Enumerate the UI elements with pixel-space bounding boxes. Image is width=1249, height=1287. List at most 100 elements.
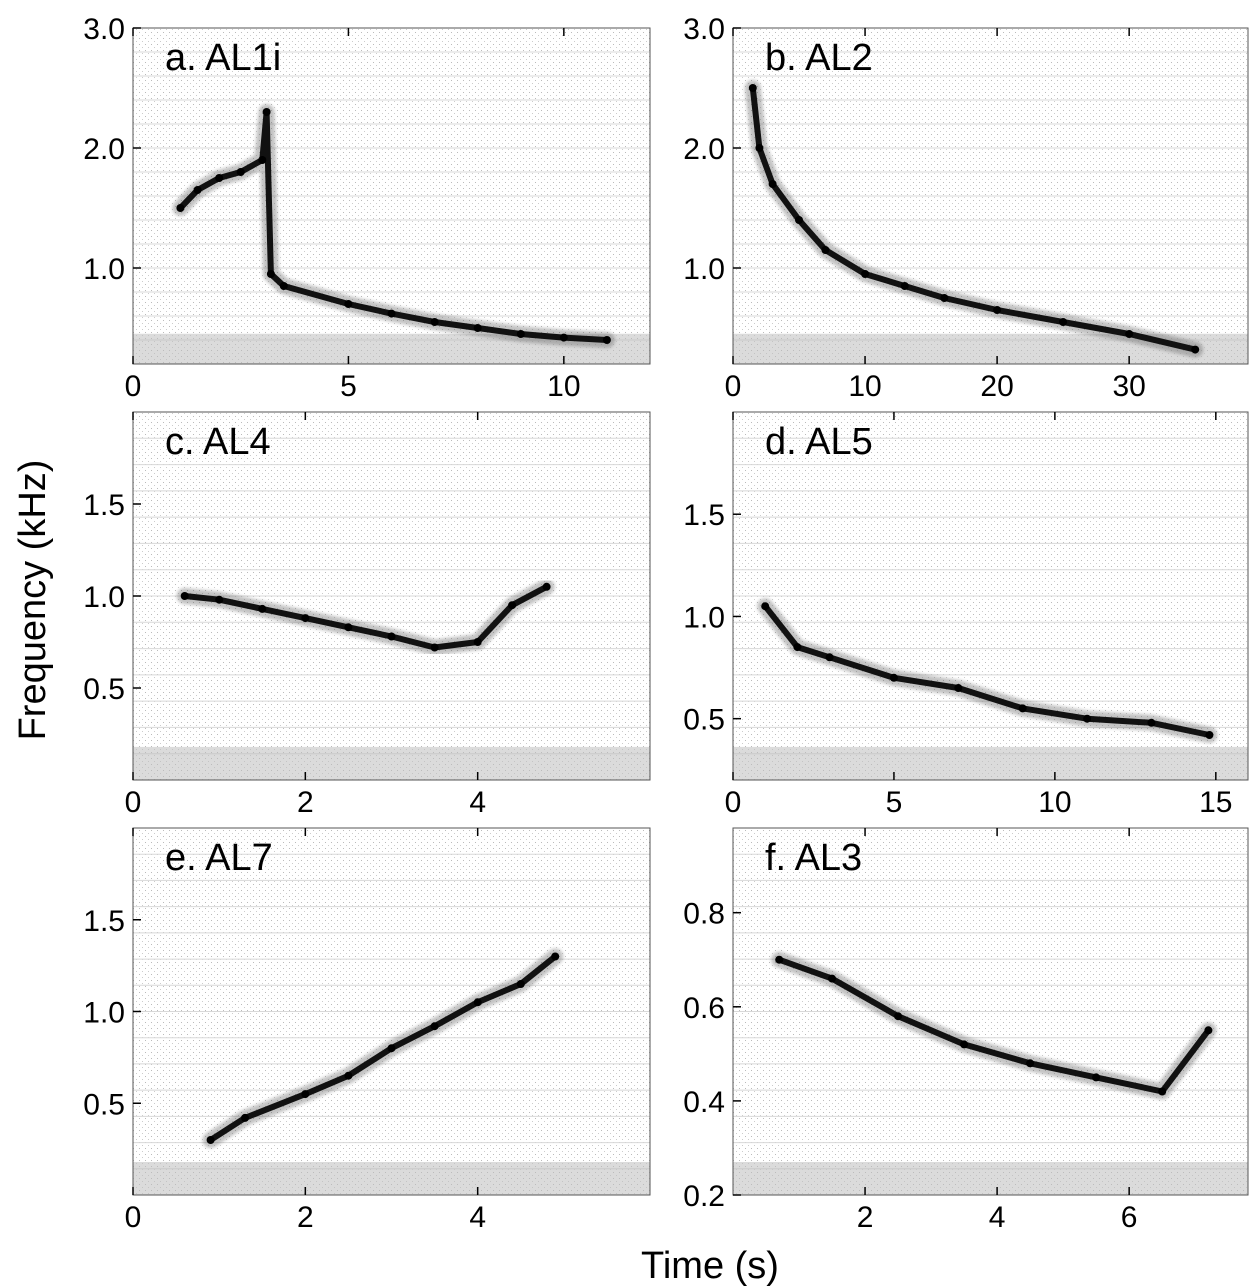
trace-point: [206, 1136, 215, 1144]
x-tick-label: 0: [125, 370, 142, 403]
y-tick-label: 1.0: [683, 253, 725, 286]
panel-title: c. AL4: [165, 421, 271, 463]
x-tick-label: 10: [848, 370, 881, 403]
panel-title: f. AL3: [765, 837, 862, 879]
y-tick-label: 3.0: [83, 13, 125, 46]
x-tick-label: 0: [125, 1201, 142, 1234]
panel-f: 2 4 6 0.2 0.4 0.6 0.8 f. AL3: [683, 827, 1249, 1234]
trace-point: [1092, 1073, 1101, 1082]
y-tick-label: 0.5: [683, 704, 725, 737]
trace-point: [387, 309, 396, 318]
trace-point: [1083, 714, 1092, 723]
y-axis-title: Frequency (kHz): [12, 460, 54, 741]
trace-point: [215, 174, 224, 182]
panel-title: e. AL7: [165, 837, 273, 879]
y-tick-label: 0.2: [683, 1180, 725, 1213]
trace-point: [954, 684, 963, 692]
trace-point: [430, 1022, 439, 1031]
panel-title: b. AL2: [765, 37, 873, 79]
noise-band: [733, 1161, 1248, 1195]
panel-frame: [132, 27, 651, 365]
x-tick-label: 30: [1112, 370, 1145, 403]
x-tick-label: 4: [469, 1201, 486, 1234]
x-tick-label: 0: [725, 786, 742, 819]
trace-point: [473, 638, 482, 646]
trace-point: [1158, 1087, 1167, 1096]
x-tick-label: 15: [1199, 786, 1232, 819]
noise-band: [133, 1161, 650, 1195]
trace-point: [889, 673, 898, 682]
trace-point: [761, 602, 770, 611]
trace-point: [241, 1113, 249, 1122]
trace-point: [344, 300, 353, 308]
trace-point: [602, 336, 611, 344]
y-tick-label: 0.6: [683, 992, 725, 1025]
trace-point: [1018, 704, 1027, 713]
y-tick-label: 1.5: [683, 499, 725, 532]
trace-point: [516, 980, 525, 988]
trace-point: [236, 168, 245, 176]
y-tick-label: 0.4: [683, 1086, 725, 1119]
y-tick-label: 1.0: [83, 997, 125, 1030]
trace-point: [266, 270, 275, 278]
trace-point: [344, 1071, 353, 1080]
y-tick-label: 2.0: [83, 133, 125, 166]
trace-point: [516, 330, 525, 338]
x-tick-label: 2: [297, 1201, 314, 1234]
y-tick-label: 1.0: [83, 581, 125, 614]
y-tick-label: 0.5: [83, 1088, 125, 1121]
panel-frame: [732, 411, 1249, 781]
trace-point: [430, 318, 439, 326]
panel-c: 0 2 4 0.5 1.0 1.5 c. AL4: [83, 411, 651, 819]
trace-point: [768, 180, 777, 188]
trace-point: [828, 974, 836, 983]
trace-point: [279, 282, 288, 290]
trace-point: [344, 623, 353, 632]
x-tick-label: 6: [1121, 1201, 1138, 1234]
x-tick-label: 4: [469, 786, 486, 819]
x-tick-label: 20: [980, 370, 1013, 403]
trace-line: [776, 956, 1212, 1095]
trace-point: [508, 601, 517, 610]
trace-point: [262, 108, 271, 116]
trace-point: [176, 204, 185, 212]
y-tick-label: 1.5: [83, 489, 125, 522]
trace-point: [1191, 345, 1200, 354]
trace-point: [1125, 330, 1134, 338]
trace-point: [821, 246, 830, 254]
trace-point: [1147, 718, 1156, 727]
y-tick-label: 1.5: [83, 905, 125, 938]
panel-title: a. AL1i: [165, 37, 281, 79]
trace-point: [793, 643, 802, 652]
trace-point: [215, 595, 224, 604]
x-tick-label: 2: [857, 1201, 874, 1234]
x-tick-label: 10: [547, 370, 580, 403]
trace-line: [749, 85, 1199, 353]
trace-line: [181, 583, 550, 651]
trace-point: [748, 84, 757, 92]
trace-point: [430, 643, 439, 652]
trace-point: [301, 614, 310, 623]
trace-point: [940, 294, 949, 302]
trace-point: [1204, 1026, 1213, 1035]
x-tick-label: 5: [340, 370, 357, 403]
y-tick-label: 3.0: [683, 13, 725, 46]
panel-b: 0 10 20 30 1.0 2.0 3.0 b. AL2: [683, 13, 1249, 403]
panel-a: 0 5 10 1.0 2.0 3.0 a. AL1i: [83, 13, 651, 403]
noise-band: [133, 746, 650, 780]
trace-point: [180, 592, 189, 600]
y-tick-label: 2.0: [683, 133, 725, 166]
x-tick-label: 5: [886, 786, 903, 819]
x-tick-label: 10: [1038, 786, 1071, 819]
x-axis-title: Time (s): [641, 1245, 779, 1287]
panel-frame: [732, 827, 1249, 1196]
trace-point: [193, 186, 202, 194]
x-tick-label: 0: [725, 370, 742, 403]
trace-point: [755, 144, 764, 152]
panel-e: 0 2 4 0.5 1.0 1.5 e. AL7: [83, 827, 651, 1234]
trace-point: [1026, 1059, 1035, 1068]
trace-point: [795, 216, 803, 224]
trace-point: [473, 324, 482, 332]
